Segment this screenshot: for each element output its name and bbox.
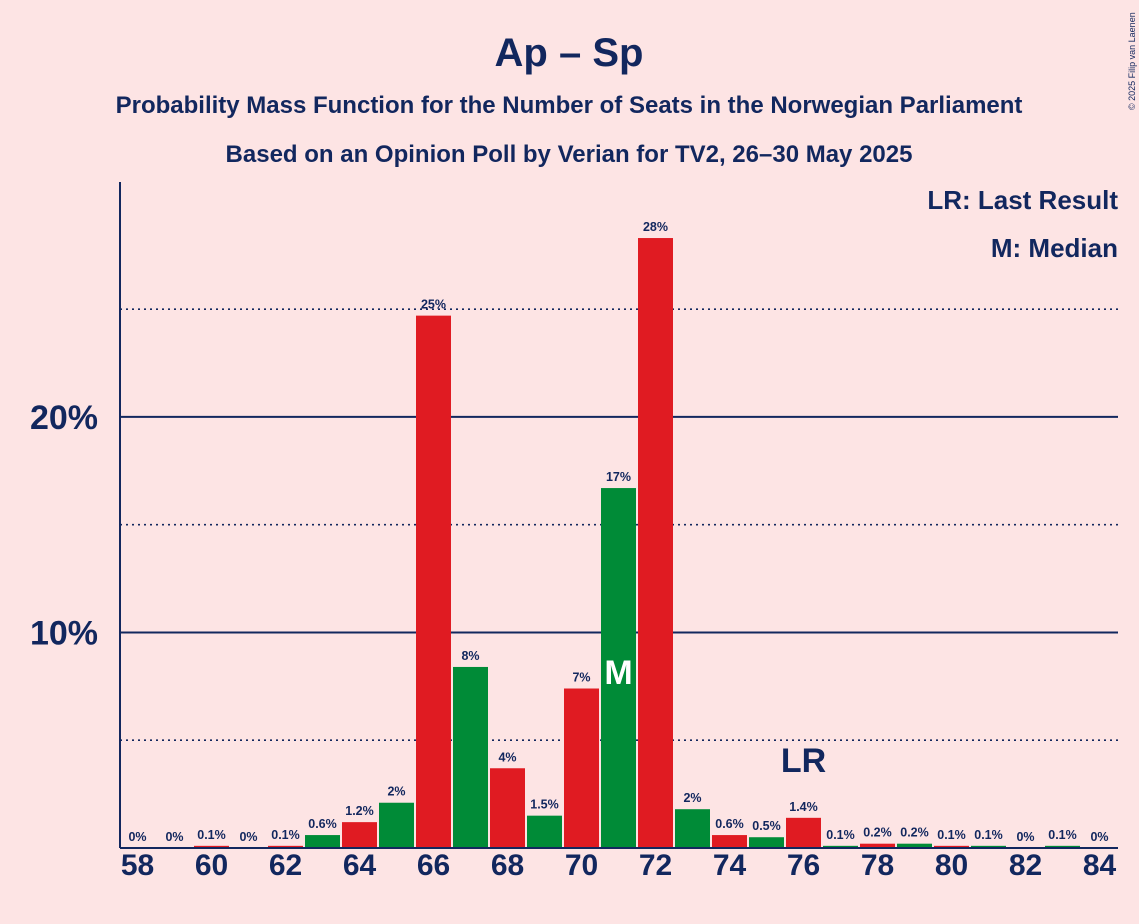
data-label: 25% [421,298,446,312]
bar [416,315,451,848]
data-label: 0.1% [974,828,1003,842]
bar [749,837,784,848]
x-tick-label: 78 [861,849,894,882]
bar [342,822,377,848]
data-label: 2% [683,791,701,805]
data-label: 0% [239,830,257,844]
data-label: 0.5% [752,819,781,833]
bar [268,845,303,848]
x-axis-ticks: 58 60 62 64 66 68 70 72 74 76 78 80 82 84 [121,849,1117,882]
y-tick-label: 10% [30,614,98,652]
median-marker: M [604,654,632,692]
data-label: 0.1% [1048,828,1077,842]
bars [194,238,1080,849]
x-tick-label: 60 [195,849,228,882]
last-result-marker: LR [781,742,826,780]
data-label: 0% [1016,830,1034,844]
x-tick-label: 66 [417,849,450,882]
chart-subtitle-2: Based on an Opinion Poll by Verian for T… [226,141,913,168]
bar [897,843,932,848]
x-tick-label: 84 [1083,849,1117,882]
x-tick-label: 74 [713,849,747,882]
x-tick-label: 80 [935,849,968,882]
bar [527,815,562,848]
x-tick-label: 64 [343,849,377,882]
bar [712,835,747,848]
data-label: 0.2% [900,826,929,840]
bar [490,768,525,848]
bar [305,835,340,848]
x-tick-label: 70 [565,849,598,882]
data-label: 7% [572,671,590,685]
data-label: 0.2% [863,826,892,840]
bar [453,666,488,848]
data-label: 28% [643,220,668,234]
data-label: 8% [461,649,479,663]
bar [860,843,895,848]
data-label: 1.5% [530,798,559,812]
chart-title: Ap – Sp [495,31,644,75]
bar [823,845,858,848]
data-label: 0.1% [937,828,966,842]
data-label: 0.6% [715,817,744,831]
chart-subtitle-1: Probability Mass Function for the Number… [116,92,1023,119]
copyright-notice: © 2025 Filip van Laenen [1127,12,1137,110]
x-tick-label: 76 [787,849,820,882]
data-label: 2% [387,785,405,799]
x-tick-label: 68 [491,849,524,882]
y-tick-label: 20% [30,399,98,437]
bar [1045,845,1080,848]
bar [786,817,821,848]
data-label: 1.2% [345,804,374,818]
bar [934,845,969,848]
bar [601,488,636,848]
data-label: 1.4% [789,800,818,814]
data-label: 0.6% [308,817,337,831]
bar [675,809,710,848]
data-label: 0% [1090,830,1108,844]
bar [564,688,599,848]
bar [971,845,1006,848]
x-tick-label: 58 [121,849,154,882]
data-label: 0% [128,830,146,844]
legend-median: M: Median [991,233,1118,263]
x-tick-label: 82 [1009,849,1042,882]
markers: M LR [604,654,826,780]
legend-last-result: LR: Last Result [927,185,1118,215]
data-label: 4% [498,750,516,764]
bar [638,238,673,849]
data-label: 0% [165,830,183,844]
x-tick-label: 72 [639,849,672,882]
data-label: 17% [606,470,631,484]
x-tick-label: 62 [269,849,302,882]
data-label: 0.1% [271,828,300,842]
data-labels: 0% 0% 0.1% 0% 0.1% 0.6% 1.2% 2% 25% 8% 4% 1.5% 7% 17%… [128,220,1108,844]
bar [379,802,414,848]
y-axis-ticks: 10% 20% [30,399,98,653]
data-label: 0.1% [826,828,855,842]
bar [194,845,229,848]
data-label: 0.1% [197,828,226,842]
